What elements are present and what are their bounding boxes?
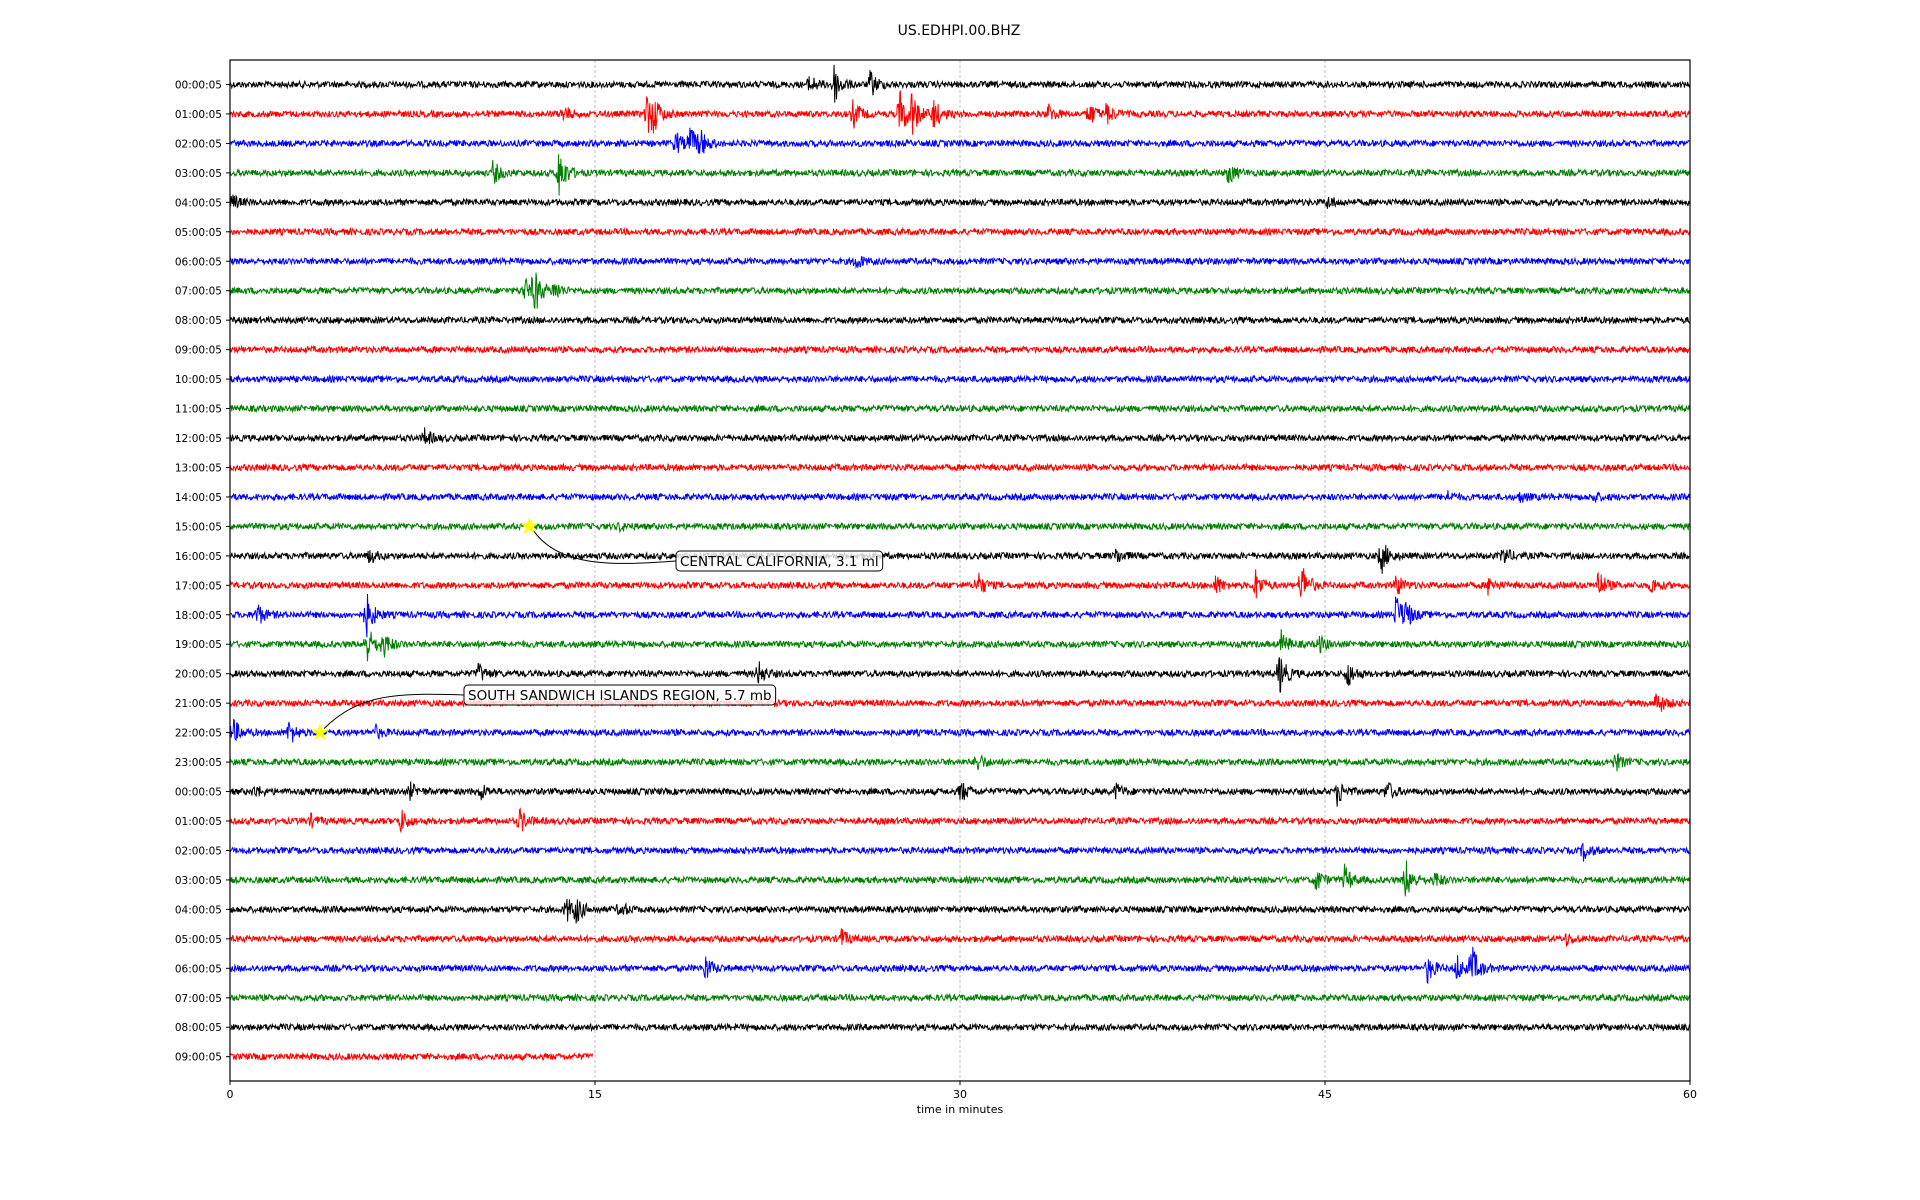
event-star-icon [520,516,539,535]
y-tick-label: 08:00:05 [175,1022,222,1034]
trace-row-33 [229,1051,594,1062]
trace-row-11 [229,403,1691,414]
trace-row-27 [229,860,1691,897]
annotation-label: CENTRAL CALIFORNIA, 3.1 ml [680,554,879,570]
trace-row-26 [229,843,1691,862]
trace-row-4 [229,194,1691,209]
annotation-box [463,684,777,706]
trace-row-31 [229,992,1691,1003]
y-tick-label: 07:00:05 [175,993,222,1005]
y-tick-label: 12:00:05 [175,433,222,445]
trace-row-13 [229,462,1691,473]
y-tick-label: 06:00:05 [175,963,222,975]
chart-title: US.EDHPI.00.BHZ [898,23,1021,39]
trace-row-8 [229,315,1691,326]
y-tick-label: 04:00:05 [175,197,222,209]
y-tick-label: 05:00:05 [175,227,222,239]
y-tick-label: 20:00:05 [175,669,222,681]
y-tick-label: 21:00:05 [175,698,222,710]
trace-row-29 [229,928,1691,947]
y-tick-label: 04:00:05 [175,904,222,916]
x-tick-label: 60 [1683,1088,1697,1101]
trace-row-30 [229,946,1691,985]
y-tick-label: 01:00:05 [175,816,222,828]
annotation-box [675,550,884,572]
y-tick-label: 03:00:05 [175,168,222,180]
y-tick-label: 09:00:05 [175,345,222,357]
trace-row-10 [229,374,1691,385]
event-star-icon [310,722,330,741]
y-tick-label: 05:00:05 [175,934,222,946]
y-tick-label: 00:00:05 [175,80,222,92]
event-annotation: CENTRAL CALIFORNIA, 3.1 ml [520,516,884,572]
x-tick-label: 0 [227,1088,234,1101]
trace-row-7 [229,272,1691,310]
trace-row-25 [229,807,1691,834]
trace-row-17 [229,568,1691,599]
x-tick-label: 15 [588,1088,602,1101]
y-tick-label: 13:00:05 [175,462,222,474]
trace-row-22 [229,718,1691,743]
trace-row-5 [229,226,1691,237]
trace-row-20 [229,657,1691,693]
event-annotation: SOUTH SANDWICH ISLANDS REGION, 5.7 mb [310,684,777,741]
trace-row-32 [229,1022,1691,1033]
annotation-label: SOUTH SANDWICH ISLANDS REGION, 5.7 mb [468,688,772,704]
trace-row-15 [229,521,1691,534]
y-tick-label: 00:00:05 [175,787,222,799]
y-tick-label: 19:00:05 [175,639,222,651]
y-tick-label: 02:00:05 [175,845,222,857]
y-tick-label: 11:00:05 [175,404,222,416]
y-tick-label: 22:00:05 [175,728,222,740]
x-axis-label: time in minutes [917,1103,1004,1116]
annotation-arrow [532,530,677,564]
y-tick-label: 23:00:05 [175,757,222,769]
y-tick-label: 08:00:05 [175,315,222,327]
trace-row-6 [229,255,1691,270]
trace-row-12 [229,427,1691,445]
y-tick-label: 10:00:05 [175,374,222,386]
y-tick-label: 09:00:05 [175,1052,222,1064]
x-tick-label: 30 [953,1088,967,1101]
trace-row-0 [229,64,1691,103]
y-tick-label: 06:00:05 [175,256,222,268]
y-tick-label: 03:00:05 [175,875,222,887]
trace-row-14 [229,490,1691,504]
trace-row-24 [229,781,1691,807]
trace-row-28 [229,898,1691,924]
annotation-arrow [323,693,465,729]
y-tick-label: 01:00:05 [175,109,222,121]
trace-row-23 [229,753,1691,772]
y-tick-label: 02:00:05 [175,138,222,150]
trace-row-16 [229,544,1691,574]
y-tick-label: 07:00:05 [175,286,222,298]
trace-row-1 [229,90,1691,135]
trace-row-18 [229,593,1691,638]
y-tick-label: 17:00:05 [175,580,222,592]
y-tick-label: 16:00:05 [175,551,222,563]
y-tick-label: 15:00:05 [175,521,222,533]
trace-row-19 [229,629,1691,662]
trace-row-2 [229,127,1691,154]
trace-row-3 [229,154,1691,196]
x-tick-label: 45 [1318,1088,1332,1101]
y-tick-label: 14:00:05 [175,492,222,504]
y-tick-label: 18:00:05 [175,610,222,622]
trace-row-9 [229,344,1691,355]
